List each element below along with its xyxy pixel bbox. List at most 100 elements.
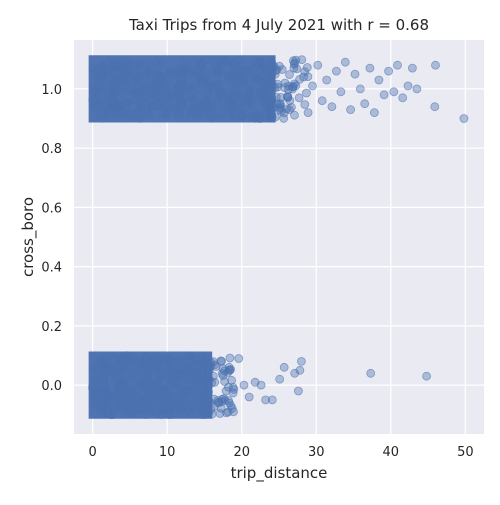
data-point-s0 — [102, 409, 112, 419]
data-point-s0 — [144, 386, 154, 395]
data-point-s0 — [136, 378, 146, 388]
data-point-s1 — [267, 57, 277, 67]
data-point-s0 — [91, 389, 100, 399]
data-point-s0 — [275, 374, 285, 384]
data-point-s1 — [285, 70, 294, 79]
data-point-s1 — [369, 108, 379, 117]
data-point-s1 — [235, 60, 245, 70]
data-point-s1 — [384, 66, 394, 76]
data-point-s1 — [294, 93, 304, 103]
data-point-s1 — [300, 67, 310, 77]
data-point-s1 — [104, 112, 114, 122]
x-tick-label: 30 — [308, 445, 325, 460]
data-point-s1 — [161, 91, 171, 100]
chart-title: Taxi Trips from 4 July 2021 with r = 0.6… — [128, 16, 429, 34]
data-point-s1 — [187, 58, 197, 68]
data-point-s0 — [189, 374, 199, 384]
data-point-s0 — [208, 371, 218, 381]
data-point-s1 — [267, 83, 277, 92]
tick-labels: 0 10 20 30 40 50 0.0 0.2 0.4 0.6 0.8 1.0 — [41, 83, 473, 460]
data-point-s1 — [209, 58, 219, 67]
data-point-s1 — [360, 99, 370, 109]
data-point-s0 — [261, 395, 271, 405]
data-point-s1 — [267, 70, 277, 79]
data-point-s1 — [234, 90, 244, 100]
data-point-s1 — [374, 75, 384, 85]
data-point-s1 — [284, 105, 294, 114]
data-point-s1 — [302, 63, 312, 72]
data-point-s0 — [256, 380, 266, 390]
data-point-s0 — [179, 408, 189, 418]
data-point-s1 — [153, 82, 163, 92]
data-point-s1 — [129, 60, 139, 70]
data-point-s0 — [173, 381, 183, 391]
data-point-s0 — [164, 405, 174, 415]
data-point-s1 — [355, 84, 365, 94]
data-point-s0 — [88, 376, 98, 385]
x-tick-label: 50 — [457, 445, 474, 460]
x-tick-label: 0 — [88, 445, 96, 460]
data-point-s0 — [98, 373, 108, 382]
data-point-s1 — [222, 106, 232, 116]
data-point-s1 — [327, 102, 337, 112]
data-point-s0 — [95, 357, 104, 367]
data-point-s0 — [91, 397, 101, 407]
data-point-s0 — [204, 387, 213, 397]
data-point-s0 — [422, 371, 432, 381]
data-point-s0 — [267, 395, 277, 405]
data-point-s1 — [236, 72, 246, 82]
data-point-s1 — [270, 69, 280, 79]
data-point-s1 — [431, 60, 440, 70]
data-point-s1 — [128, 77, 138, 87]
data-point-s0 — [141, 396, 151, 406]
data-point-s0 — [194, 389, 203, 399]
data-point-s1 — [365, 63, 375, 73]
data-point-s0 — [147, 399, 157, 409]
data-point-s1 — [244, 85, 254, 95]
data-point-s1 — [216, 90, 226, 100]
data-point-s1 — [98, 68, 108, 77]
data-point-s1 — [231, 70, 241, 80]
data-point-s1 — [259, 72, 269, 82]
data-point-s1 — [250, 72, 260, 82]
data-point-s1 — [257, 90, 267, 100]
data-points — [88, 55, 469, 420]
data-point-s1 — [236, 104, 246, 114]
data-point-s1 — [136, 114, 146, 123]
data-point-s0 — [229, 407, 238, 417]
data-point-s1 — [288, 84, 298, 94]
data-point-s1 — [116, 78, 126, 88]
data-point-s1 — [308, 81, 317, 91]
data-point-s0 — [244, 392, 254, 402]
data-point-s1 — [254, 111, 263, 120]
data-point-s1 — [135, 58, 144, 68]
data-point-s1 — [257, 95, 267, 104]
data-point-s1 — [317, 96, 327, 106]
data-point-s0 — [186, 357, 196, 367]
y-axis-title: cross_boro — [19, 197, 38, 277]
data-point-s0 — [183, 385, 193, 395]
data-point-s1 — [91, 96, 101, 106]
data-point-s1 — [145, 66, 155, 76]
data-point-s1 — [161, 110, 171, 119]
data-point-s1 — [172, 87, 182, 96]
data-point-s1 — [267, 113, 277, 122]
data-point-s1 — [300, 100, 310, 109]
data-point-s1 — [131, 87, 140, 97]
data-point-s0 — [234, 354, 244, 363]
data-point-s1 — [207, 111, 217, 121]
data-point-s1 — [322, 75, 332, 85]
data-point-s0 — [218, 371, 228, 381]
data-point-s1 — [159, 102, 169, 112]
data-point-s0 — [207, 378, 217, 388]
data-point-s0 — [99, 391, 109, 401]
data-point-s1 — [379, 90, 389, 100]
data-point-s0 — [117, 401, 126, 411]
data-point-s1 — [110, 78, 120, 88]
data-point-s1 — [269, 61, 278, 71]
data-point-s1 — [257, 76, 267, 86]
data-point-s0 — [228, 382, 238, 392]
y-tick-label: 0.0 — [41, 379, 62, 394]
